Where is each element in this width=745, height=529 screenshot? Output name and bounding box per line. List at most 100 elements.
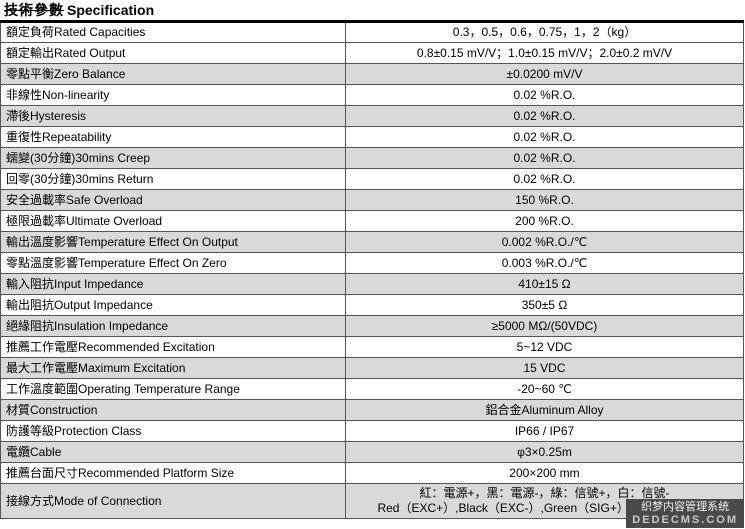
spec-parameter-cell: 輸入阻抗Input Impedance [0,273,346,295]
spec-parameter-en: Cable [30,444,62,459]
spec-row: 輸出溫度影響Temperature Effect On Output 0.002 … [0,231,744,253]
spec-parameter-zh: 零點溫度影響 [6,255,79,270]
spec-parameter-cell: 電纜Cable [0,441,346,463]
spec-parameter-zh: 推薦工作電壓 [6,339,79,354]
spec-value-cell: 鋁合金Aluminum Alloy [345,399,744,421]
spec-value: -20~60 ℃ [517,381,572,396]
spec-row: 輸出阻抗Output Impedance 350±5 Ω [0,294,744,316]
spec-value-cell: φ3×0.25m [345,441,744,463]
spec-row: 防護等級Protection Class IP66 / IP67 [0,420,744,442]
spec-value: 紅：電源+，黑：電源-，綠：信號+，白：信號- [419,486,670,500]
spec-value-cell: 0.02 %R.O. [345,105,744,127]
spec-parameter-cell: 推薦台面尺寸Recommended Platform Size [0,462,346,484]
spec-row: 蠕變(30分鐘)30mins Creep 0.02 %R.O. [0,147,744,169]
spec-parameter-en: Insulation Impedance [54,318,169,333]
spec-parameter-zh: 輸出溫度影響 [6,234,79,249]
spec-row: 推薦工作電壓Recommended Excitation 5~12 VDC [0,336,744,358]
spec-value: 0.02 %R.O. [513,87,576,102]
spec-value: 410±15 Ω [518,276,571,291]
spec-value: 0.002 %R.O./℃ [501,234,588,249]
spec-value-cell: 0.02 %R.O. [345,84,744,106]
spec-parameter-zh: 最大工作電壓 [6,360,79,375]
spec-value: IP66 / IP67 [514,423,575,438]
spec-parameter-zh: 輸出阻抗 [6,297,55,312]
spec-parameter-zh: 額定輸出 [6,45,55,60]
spec-parameter-en: Safe Overload [66,192,143,207]
spec-parameter-cell: 極限過載率Ultimate Overload [0,210,346,232]
spec-parameter-en: Non-linearity [42,87,110,102]
spec-value-cell: 0.8±0.15 mV/V；1.0±0.15 mV/V；2.0±0.2 mV/V [345,42,744,64]
spec-parameter-zh: 滯後 [6,108,31,123]
spec-value-cell: 0.3，0.5，0.6，0.75，1，2（kg） [345,21,744,43]
spec-parameter-cell: 工作溫度範圍Operating Temperature Range [0,378,346,400]
spec-parameter-en: Maximum Excitation [78,360,186,375]
watermark-line2: DEDECMS.COM [632,514,738,526]
spec-parameter-en: Input Impedance [54,276,144,291]
spec-parameter-en: Rated Output [54,45,126,60]
spec-row: 非線性Non-linearity 0.02 %R.O. [0,84,744,106]
watermark-line1: 织梦内容管理系统 [641,501,730,513]
spec-value: 0.02 %R.O. [513,171,576,186]
spec-parameter-en: Temperature Effect On Output [78,234,238,249]
spec-value-cell: 0.02 %R.O. [345,126,744,148]
spec-parameter-zh: 絕緣阻抗 [6,318,55,333]
spec-parameter-zh: 輸入阻抗 [6,276,55,291]
spec-value-cell: 410±15 Ω [345,273,744,295]
spec-parameter-cell: 滯後Hysteresis [0,105,346,127]
spec-parameter-zh: 極限過載率 [6,213,67,228]
spec-parameter-en: Output Impedance [54,297,153,312]
spec-value: 0.02 %R.O. [513,129,576,144]
spec-value-cell: 0.003 %R.O./℃ [345,252,744,274]
spec-parameter-cell: 重復性Repeatability [0,126,346,148]
spec-row: 零點溫度影響Temperature Effect On Zero 0.003 %R… [0,252,744,274]
spec-parameter-cell: 絕緣阻抗Insulation Impedance [0,315,346,337]
spec-row: 回零(30分鐘)30mins Return 0.02 %R.O. [0,168,744,190]
spec-parameter-cell: 防護等級Protection Class [0,420,346,442]
spec-parameter-en: Temperature Effect On Zero [78,255,227,270]
spec-parameter-zh: 額定負荷 [6,25,55,39]
spec-parameter-en: Construction [30,402,98,417]
spec-parameter-zh: 工作溫度範圍 [6,381,79,396]
page-title-zh: 技術參數 [4,2,64,18]
spec-value: 0.3，0.5，0.6，0.75，1，2（kg） [452,25,637,39]
spec-value: 200×200 mm [509,465,580,480]
spec-value-cell: IP66 / IP67 [345,420,744,442]
spec-parameter-cell: 推薦工作電壓Recommended Excitation [0,336,346,358]
spec-parameter-en: Hysteresis [30,108,87,123]
specification-table: 額定負荷Rated Capacities 0.3，0.5，0.6，0.75，1，2… [0,20,744,519]
spec-row: 極限過載率Ultimate Overload 200 %R.O. [0,210,744,232]
spec-value-cell: 150 %R.O. [345,189,744,211]
spec-row: 額定輸出Rated Output 0.8±0.15 mV/V；1.0±0.15 m… [0,42,744,64]
spec-parameter-cell: 零點溫度影響Temperature Effect On Zero [0,252,346,274]
spec-value-cell: ±0.0200 mV/V [345,63,744,85]
spec-value-cell: 15 VDC [345,357,744,379]
spec-parameter-cell: 安全過載率Safe Overload [0,189,346,211]
spec-parameter-zh: 接線方式 [6,493,55,508]
spec-value: 350±5 Ω [521,297,568,312]
spec-parameter-zh: 回零(30分鐘) [6,171,76,186]
spec-value: 鋁合金Aluminum Alloy [485,402,604,417]
spec-parameter-cell: 輸出阻抗Output Impedance [0,294,346,316]
spec-parameter-en: Recommended Excitation [78,339,215,354]
spec-parameter-zh: 零點平衡 [6,66,55,81]
spec-value: 0.02 %R.O. [513,108,576,123]
spec-row: 推薦台面尺寸Recommended Platform Size 200×200 m… [0,462,744,484]
spec-parameter-zh: 安全過載率 [6,192,67,207]
spec-parameter-en: Recommended Platform Size [78,465,235,480]
spec-parameter-cell: 接線方式Mode of Connection [0,483,346,519]
spec-value-cell: 200×200 mm [345,462,744,484]
spec-row: 滯後Hysteresis 0.02 %R.O. [0,105,744,127]
spec-value: 15 VDC [523,360,566,375]
spec-parameter-en: Zero Balance [54,66,126,81]
spec-parameter-en: Rated Capacities [54,25,146,39]
spec-row: 額定負荷Rated Capacities 0.3，0.5，0.6，0.75，1，2… [0,21,744,43]
spec-value-cell: 0.02 %R.O. [345,147,744,169]
spec-value-cell: 200 %R.O. [345,210,744,232]
spec-parameter-en: Ultimate Overload [66,213,163,228]
spec-parameter-zh: 材質 [6,402,31,417]
spec-parameter-en: 30mins Return [75,171,154,186]
watermark: 织梦内容管理系统 DEDECMS.COM [626,499,744,528]
spec-parameter-en: Mode of Connection [54,493,162,508]
spec-value: ≥5000 MΩ/(50VDC) [491,318,598,333]
spec-row: 最大工作電壓Maximum Excitation 15 VDC [0,357,744,379]
